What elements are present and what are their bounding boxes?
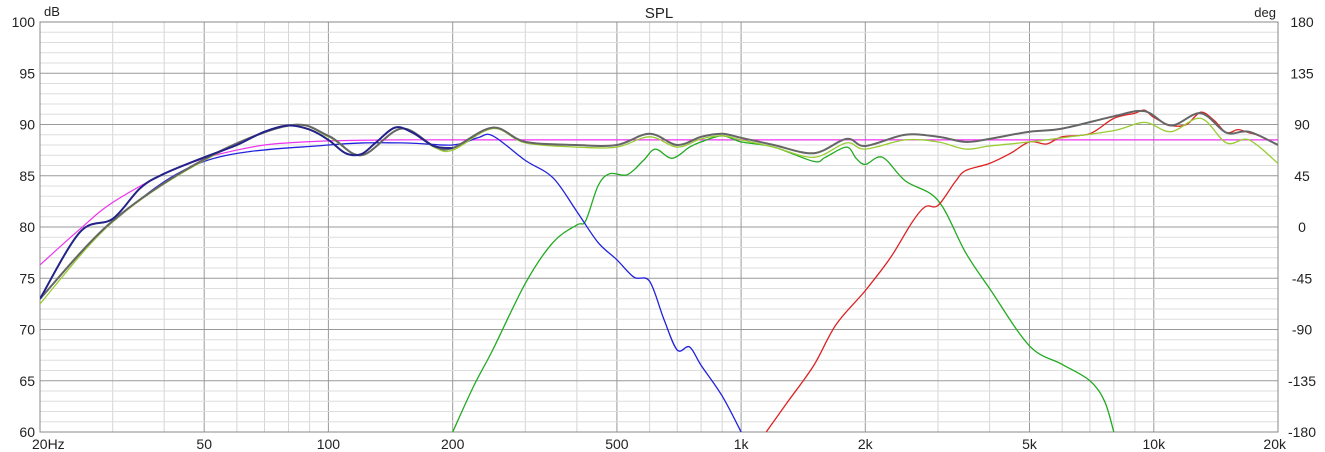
series-line <box>452 135 1115 432</box>
y-tick-label: 100 <box>12 14 36 30</box>
y2-axis-unit: deg <box>1254 5 1276 20</box>
y-tick-label: 80 <box>19 219 35 235</box>
y-tick-label: 85 <box>19 168 35 184</box>
y-tick-label: 75 <box>19 270 35 286</box>
y-tick-label: 65 <box>19 373 35 389</box>
x-tick-label: 50 <box>196 436 212 452</box>
x-tick-label: 500 <box>605 436 629 452</box>
y2-tick-label: -135 <box>1288 373 1316 389</box>
x-tick-label: 20Hz <box>32 436 65 452</box>
series-line <box>40 133 742 432</box>
x-tick-label: 200 <box>441 436 465 452</box>
x-tick-label: 100 <box>317 436 341 452</box>
grid <box>39 21 1279 433</box>
y2-tick-label: 135 <box>1290 65 1314 81</box>
y2-tick-label: 0 <box>1298 219 1306 235</box>
y-tick-label: 95 <box>19 65 35 81</box>
y-tick-label: 90 <box>19 117 35 133</box>
y2-tick-label: -90 <box>1292 322 1312 338</box>
chart-title: SPL <box>645 5 673 22</box>
y2-tick-label: -180 <box>1288 424 1316 440</box>
y-tick-label: 70 <box>19 322 35 338</box>
y-axis-unit: dB <box>44 4 60 19</box>
y-tick-labels: 100 95 90 85 80 75 70 65 60 <box>12 14 36 440</box>
y2-tick-label: 90 <box>1294 117 1310 133</box>
series-line <box>40 124 453 300</box>
x-tick-label: 5k <box>1022 436 1038 452</box>
y2-tick-label: 45 <box>1294 168 1310 184</box>
series-line <box>765 109 1278 432</box>
x-tick-label: 20k <box>1263 436 1287 452</box>
x-tick-label: 1k <box>734 436 750 452</box>
y2-tick-labels: 180 135 90 45 0 -45 -90 -135 -180 <box>1288 14 1316 440</box>
plot-frame <box>39 21 1279 433</box>
x-tick-labels: 20Hz 50 100 200 500 1k 2k 5k 10k 20k <box>32 436 1287 452</box>
series-layer <box>40 109 1278 432</box>
x-tick-label: 10k <box>1143 436 1167 452</box>
y2-tick-label: 180 <box>1290 14 1314 30</box>
x-tick-label: 2k <box>858 436 874 452</box>
y-tick-label: 60 <box>19 424 35 440</box>
series-line <box>40 109 1278 300</box>
y2-tick-label: -45 <box>1292 270 1312 286</box>
